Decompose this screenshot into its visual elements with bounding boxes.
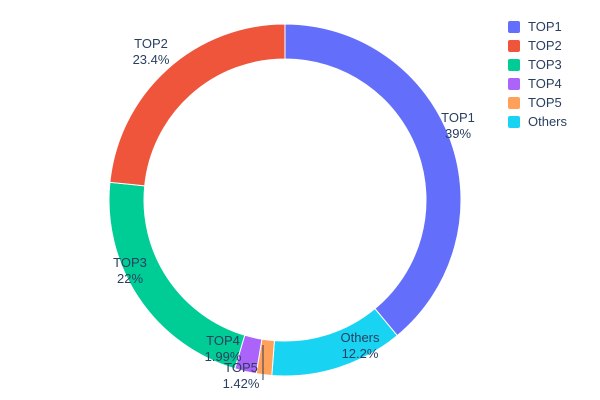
slice-label-others: Others 12.2% (340, 330, 380, 361)
slice-label-top2: TOP2 23.4% (133, 36, 170, 67)
legend-swatch-icon (508, 58, 520, 71)
slice-label-top4: TOP4 1.99% (205, 333, 242, 364)
legend-item-others[interactable]: Others (508, 115, 567, 128)
legend-label: TOP4 (528, 76, 562, 91)
legend-item-top2[interactable]: TOP2 (508, 39, 567, 52)
legend-swatch-icon (508, 115, 520, 128)
slice-top1[interactable] (284, 23, 462, 337)
legend-swatch-icon (508, 77, 520, 90)
legend-label: TOP2 (528, 38, 562, 53)
legend-item-top3[interactable]: TOP3 (508, 58, 567, 71)
slice-label-top3: TOP3 22% (113, 255, 147, 286)
legend-label: TOP5 (528, 95, 562, 110)
legend-swatch-icon (508, 39, 520, 52)
slice-label-top5: TOP5 1.42% (223, 360, 260, 391)
legend-item-top5[interactable]: TOP5 (508, 96, 567, 109)
legend-swatch-icon (508, 20, 520, 33)
slice-label-top1: TOP1 39% (441, 110, 475, 141)
legend-label: TOP3 (528, 57, 562, 72)
legend: TOP1 TOP2 TOP3 TOP4 TOP5 Others (508, 20, 567, 128)
legend-swatch-icon (508, 96, 520, 109)
legend-label: TOP1 (528, 19, 562, 34)
slice-top2[interactable] (109, 23, 286, 187)
legend-item-top4[interactable]: TOP4 (508, 77, 567, 90)
legend-item-top1[interactable]: TOP1 (508, 20, 567, 33)
legend-label: Others (528, 114, 568, 129)
